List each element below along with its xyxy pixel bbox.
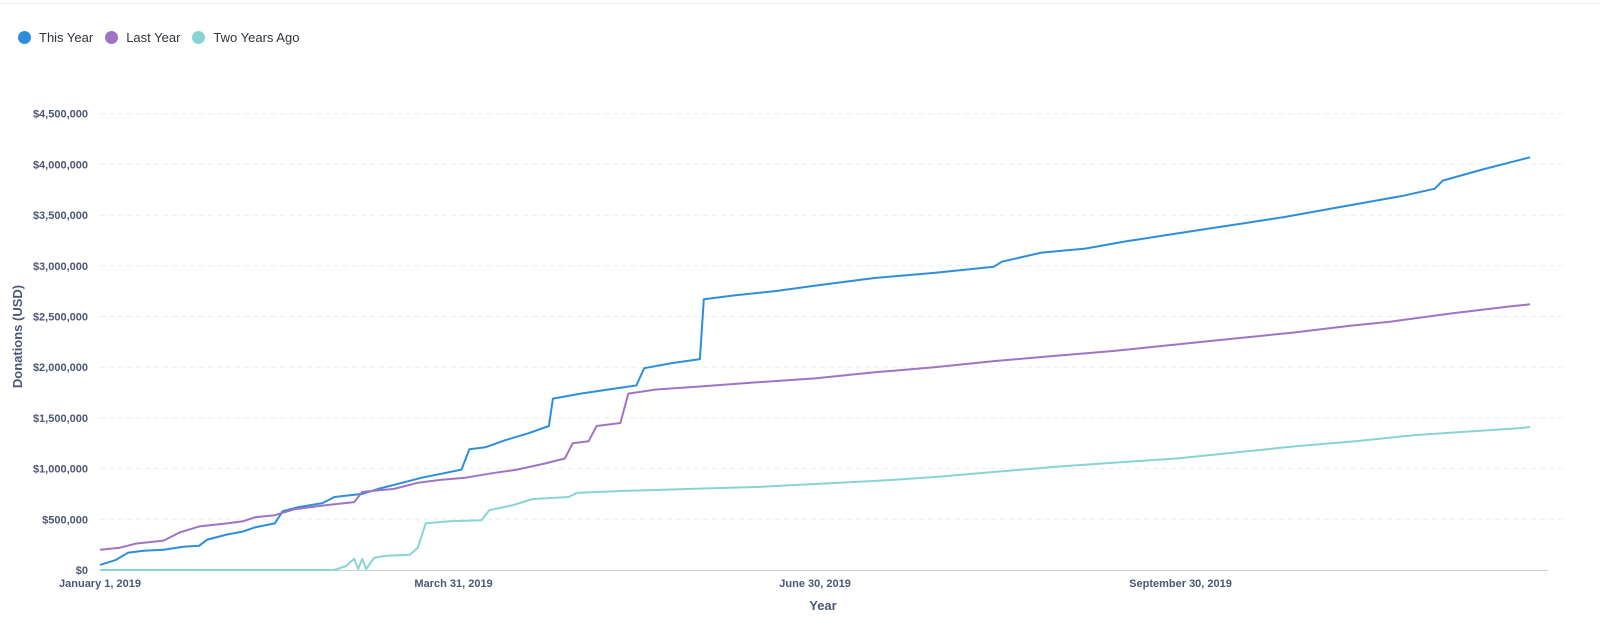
legend-label-last-year: Last Year [126,30,181,45]
legend-item-two-years-ago[interactable]: Two Years Ago [192,30,299,45]
gridlines [100,113,1566,520]
x-tick-label: June 30, 2019 [779,578,851,590]
legend-dot-two-years-ago [192,31,206,44]
y-tick-label: $2,000,000 [33,362,88,374]
chart-legend: This Year Last Year Two Years Ago [18,30,311,45]
series-line-last-year[interactable] [99,303,1531,551]
legend-label-two-years-ago: Two Years Ago [213,30,300,45]
y-tick-label: $2,500,000 [33,312,88,324]
y-tick-label: $1,500,000 [33,413,88,425]
y-axis-ticks: $0 $500,000 $1,000,000 $1,500,000 $2,000,000… [33,109,88,577]
legend-item-last-year[interactable]: Last Year [105,30,180,45]
series-line-this-year[interactable] [99,156,1531,566]
x-axis-ticks: January 1, 2019 March 31, 2019 June 30, 20… [59,578,1232,590]
y-tick-label: $4,500,000 [33,109,88,121]
legend-dot-this-year [18,31,31,44]
y-tick-label: $3,500,000 [33,210,88,222]
legend-label-this-year: This Year [39,30,94,45]
legend-item-this-year[interactable]: This Year [18,30,93,45]
top-divider [0,3,1600,4]
x-tick-label: January 1, 2019 [59,578,141,590]
y-tick-label: $500,000 [42,514,88,526]
y-tick-label: $3,000,000 [33,261,88,273]
x-tick-label: September 30, 2019 [1129,578,1232,590]
y-axis-title: Donations (USD) [10,285,25,388]
series-lines [99,156,1531,571]
y-tick-label: $4,000,000 [33,159,88,171]
x-axis-title: Year [809,598,836,613]
y-tick-label: $0 [76,565,88,577]
series-line-two-years-ago[interactable] [100,426,1531,571]
legend-dot-last-year [105,31,119,44]
x-tick-label: March 31, 2019 [414,578,492,590]
y-tick-label: $1,000,000 [33,464,88,476]
